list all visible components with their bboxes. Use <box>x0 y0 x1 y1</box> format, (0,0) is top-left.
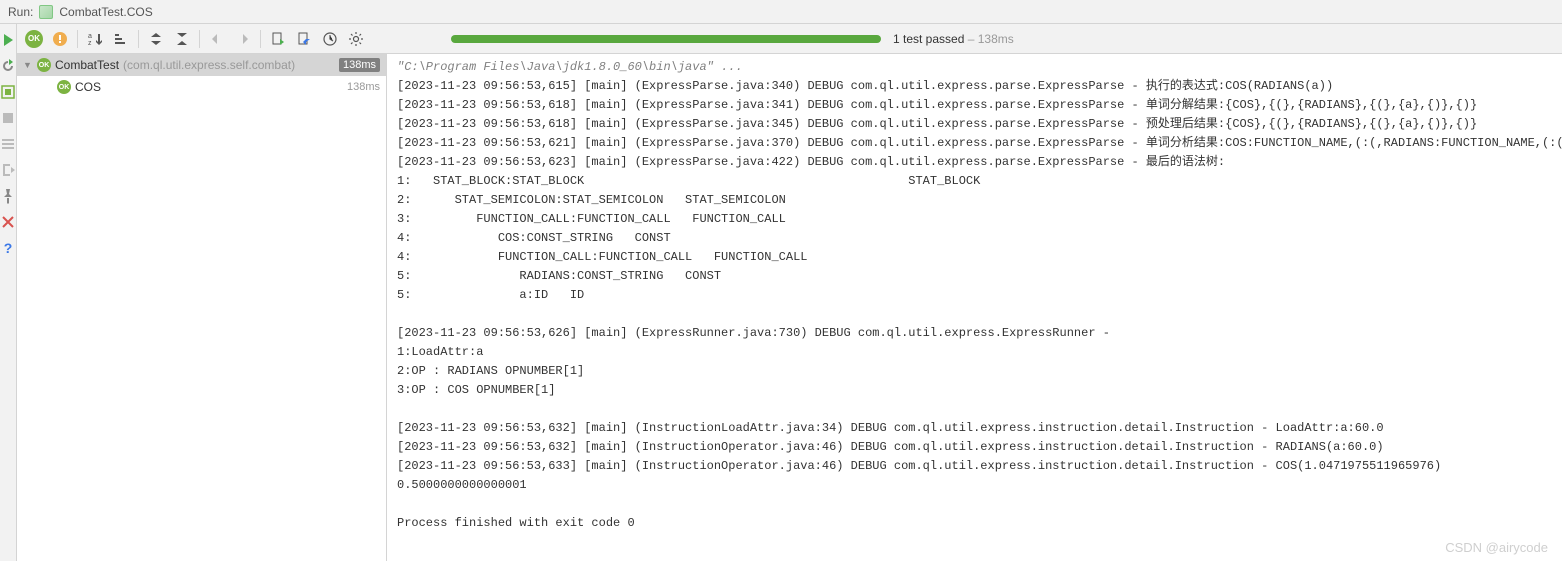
content-area: OK az <box>17 24 1562 561</box>
console-line: 1: STAT_BLOCK:STAT_BLOCK STAT_BLOCK <box>397 172 1562 191</box>
console-line: [2023-11-23 09:56:53,621] [main] (Expres… <box>397 134 1562 153</box>
console-line: [2023-11-23 09:56:53,633] [main] (Instru… <box>397 457 1562 476</box>
console-line <box>397 305 1562 324</box>
test-tree-root[interactable]: ▼ OK CombatTest (com.ql.util.express.sel… <box>17 54 386 76</box>
watermark: CSDN @airycode <box>1445 540 1548 555</box>
tests-passed-label: 1 test passed <box>893 32 964 46</box>
help-icon[interactable]: ? <box>0 240 16 256</box>
close-icon[interactable] <box>0 214 16 230</box>
console-line: 2: STAT_SEMICOLON:STAT_SEMICOLON STAT_SE… <box>397 191 1562 210</box>
console-output[interactable]: "C:\Program Files\Java\jdk1.8.0_60\bin\j… <box>387 54 1562 561</box>
test-class-name: CombatTest <box>55 58 119 72</box>
show-passed-button[interactable]: OK <box>23 28 45 50</box>
svg-text:a: a <box>88 33 92 40</box>
progress-area: 1 test passed – 138ms <box>451 32 1562 46</box>
test-toolbar: OK az <box>17 24 1562 54</box>
console-line: 4: FUNCTION_CALL:FUNCTION_CALL FUNCTION_… <box>397 248 1562 267</box>
left-gutter: ? <box>0 24 17 561</box>
sort-alphabetically-button[interactable]: az <box>84 28 106 50</box>
console-line: 5: a:ID ID <box>397 286 1562 305</box>
pin-icon[interactable] <box>0 188 16 204</box>
console-exit-line: Process finished with exit code 0 <box>397 514 1562 533</box>
run-label: Run: <box>8 5 33 19</box>
separator <box>77 30 78 48</box>
console-line: [2023-11-23 09:56:53,632] [main] (Instru… <box>397 419 1562 438</box>
main-area: ? OK az <box>0 24 1562 561</box>
console-line: 0.5000000000000001 <box>397 476 1562 495</box>
chevron-down-icon[interactable]: ▼ <box>23 60 33 70</box>
console-line <box>397 495 1562 514</box>
window-header: Run: CombatTest.COS <box>0 0 1562 24</box>
progress-text: 1 test passed – 138ms <box>893 32 1014 46</box>
test-tree-child[interactable]: OK COS 138ms <box>17 76 386 98</box>
test-file-icon <box>39 5 53 19</box>
console-line: 4: COS:CONST_STRING CONST <box>397 229 1562 248</box>
ok-status-icon: OK <box>57 80 71 94</box>
console-line: 5: RADIANS:CONST_STRING CONST <box>397 267 1562 286</box>
show-ignored-button[interactable] <box>49 28 71 50</box>
export-results-button[interactable] <box>267 28 289 50</box>
exit-icon[interactable] <box>0 162 16 178</box>
ok-status-icon: OK <box>37 58 51 72</box>
separator <box>138 30 139 48</box>
progress-bar <box>451 35 881 43</box>
console-line: 3:OP : COS OPNUMBER[1] <box>397 381 1562 400</box>
svg-text:z: z <box>88 40 92 47</box>
separator <box>260 30 261 48</box>
console-line: 3: FUNCTION_CALL:FUNCTION_CALL FUNCTION_… <box>397 210 1562 229</box>
console-line: [2023-11-23 09:56:53,632] [main] (Instru… <box>397 438 1562 457</box>
console-line: 2:OP : RADIANS OPNUMBER[1] <box>397 362 1562 381</box>
test-class-package: (com.ql.util.express.self.combat) <box>123 58 295 72</box>
stop-icon[interactable] <box>0 110 16 126</box>
run-config-title: CombatTest.COS <box>59 5 152 19</box>
console-line: 1:LoadAttr:a <box>397 343 1562 362</box>
console-line: [2023-11-23 09:56:53,618] [main] (Expres… <box>397 96 1562 115</box>
settings-button[interactable] <box>345 28 367 50</box>
test-method-time: 138ms <box>347 81 380 93</box>
console-line: [2023-11-23 09:56:53,615] [main] (Expres… <box>397 77 1562 96</box>
test-method-name: COS <box>75 80 101 94</box>
toggle-auto-test-icon[interactable] <box>0 84 16 100</box>
console-command-line: "C:\Program Files\Java\jdk1.8.0_60\bin\j… <box>397 58 1562 77</box>
console-line: [2023-11-23 09:56:53,618] [main] (Expres… <box>397 115 1562 134</box>
tests-duration-label: – 138ms <box>964 32 1013 46</box>
run-icon[interactable] <box>0 32 16 48</box>
body-area: ▼ OK CombatTest (com.ql.util.express.sel… <box>17 54 1562 561</box>
dump-threads-icon[interactable] <box>0 136 16 152</box>
next-failed-button[interactable] <box>232 28 254 50</box>
previous-failed-button[interactable] <box>206 28 228 50</box>
test-history-button[interactable] <box>319 28 341 50</box>
expand-all-button[interactable] <box>145 28 167 50</box>
console-line: [2023-11-23 09:56:53,626] [main] (Expres… <box>397 324 1562 343</box>
collapse-all-button[interactable] <box>171 28 193 50</box>
console-line <box>397 400 1562 419</box>
sort-by-duration-button[interactable] <box>110 28 132 50</box>
rerun-failed-icon[interactable] <box>0 58 16 74</box>
test-tree-panel: ▼ OK CombatTest (com.ql.util.express.sel… <box>17 54 387 561</box>
import-results-button[interactable] <box>293 28 315 50</box>
separator <box>199 30 200 48</box>
test-class-time: 138ms <box>339 58 380 72</box>
console-line: [2023-11-23 09:56:53,623] [main] (Expres… <box>397 153 1562 172</box>
